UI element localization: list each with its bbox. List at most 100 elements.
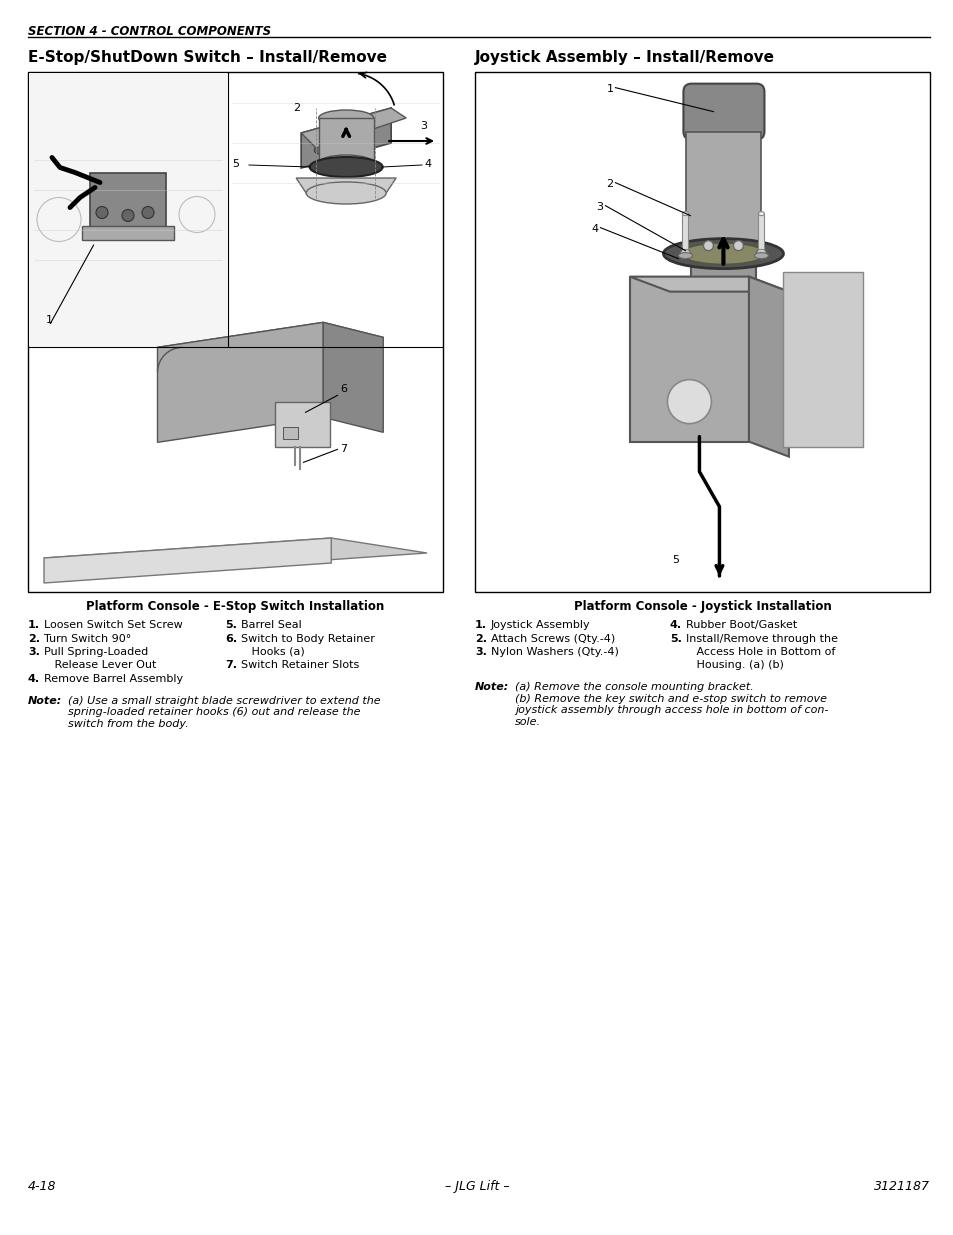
Ellipse shape [680, 242, 765, 264]
Text: Joystick Assembly: Joystick Assembly [491, 620, 590, 630]
Circle shape [756, 248, 765, 258]
Text: 7: 7 [340, 445, 347, 454]
Text: – JLG Lift –: – JLG Lift – [444, 1179, 509, 1193]
Bar [283, 427, 298, 440]
Text: 2: 2 [606, 179, 613, 189]
Text: 2.: 2. [28, 634, 40, 643]
Circle shape [679, 248, 690, 258]
Text: 4.: 4. [28, 674, 40, 684]
Text: 5: 5 [232, 159, 239, 169]
Text: Attach Screws (Qty.-4): Attach Screws (Qty.-4) [491, 634, 615, 643]
Polygon shape [629, 277, 788, 291]
Text: 1.: 1. [28, 620, 40, 630]
Bar [782, 272, 862, 447]
Text: (a) Remove the console mounting bracket.
(b) Remove the key switch and e-stop sw: (a) Remove the console mounting bracket.… [515, 682, 827, 727]
Text: 4.: 4. [669, 620, 681, 630]
Ellipse shape [754, 253, 767, 258]
Text: Turn Switch 90°: Turn Switch 90° [44, 634, 132, 643]
Bar [319, 119, 374, 163]
Text: Joystick Assembly – Install/Remove: Joystick Assembly – Install/Remove [475, 49, 774, 65]
Text: Install/Remove through the: Install/Remove through the [685, 634, 837, 643]
Bar [28, 72, 442, 592]
FancyBboxPatch shape [682, 84, 763, 140]
Ellipse shape [318, 156, 374, 170]
Text: Housing. (a) (b): Housing. (a) (b) [685, 661, 783, 671]
Text: Platform Console - Joystick Installation: Platform Console - Joystick Installation [573, 600, 830, 613]
Bar [686, 132, 760, 252]
Ellipse shape [341, 142, 351, 149]
Ellipse shape [685, 242, 760, 261]
Text: Hooks (a): Hooks (a) [241, 647, 304, 657]
Text: 5.: 5. [669, 634, 681, 643]
Text: 3121187: 3121187 [873, 1179, 929, 1193]
Text: 3.: 3. [28, 647, 40, 657]
Text: E-Stop/ShutDown Switch – Install/Remove: E-Stop/ShutDown Switch – Install/Remove [28, 49, 387, 65]
Polygon shape [157, 322, 323, 442]
Text: Nylon Washers (Qty.-4): Nylon Washers (Qty.-4) [491, 647, 618, 657]
Text: Access Hole in Bottom of: Access Hole in Bottom of [685, 647, 835, 657]
Ellipse shape [363, 138, 374, 146]
Text: Note:: Note: [28, 695, 62, 705]
Text: 1.: 1. [475, 620, 486, 630]
Text: Loosen Switch Set Screw: Loosen Switch Set Screw [44, 620, 183, 630]
Bar [758, 214, 763, 248]
Bar [629, 277, 748, 442]
Bar [275, 403, 330, 447]
Text: 2.: 2. [475, 634, 486, 643]
Ellipse shape [758, 211, 763, 216]
Text: Rubber Boot/Gasket: Rubber Boot/Gasket [685, 620, 797, 630]
Ellipse shape [318, 110, 374, 126]
Bar [691, 101, 756, 282]
Polygon shape [301, 107, 391, 168]
Text: 4: 4 [591, 224, 598, 233]
Ellipse shape [662, 238, 782, 269]
Bar [82, 226, 173, 240]
Text: 7.: 7. [225, 661, 236, 671]
Text: (a) Use a small straight blade screwdriver to extend the
spring-loaded retainer : (a) Use a small straight blade screwdriv… [68, 695, 380, 729]
Text: 3: 3 [420, 121, 427, 131]
Text: 1: 1 [46, 315, 52, 325]
Text: 4-18: 4-18 [28, 1179, 56, 1193]
Text: Barrel Seal: Barrel Seal [241, 620, 301, 630]
Circle shape [142, 206, 153, 219]
Text: Remove Barrel Assembly: Remove Barrel Assembly [44, 674, 183, 684]
Polygon shape [295, 178, 395, 193]
Polygon shape [157, 322, 383, 362]
Ellipse shape [681, 211, 688, 216]
Ellipse shape [314, 146, 324, 154]
Text: 5: 5 [672, 555, 679, 564]
Text: 4: 4 [423, 159, 431, 169]
Ellipse shape [678, 253, 692, 258]
Circle shape [667, 379, 711, 424]
Bar [681, 214, 688, 248]
Text: 5.: 5. [225, 620, 236, 630]
Text: Platform Console - E-Stop Switch Installation: Platform Console - E-Stop Switch Install… [87, 600, 384, 613]
Text: 3.: 3. [475, 647, 486, 657]
Text: Note:: Note: [475, 682, 509, 692]
Polygon shape [44, 538, 331, 583]
Bar [29, 73, 227, 346]
Text: 2: 2 [293, 103, 299, 112]
Circle shape [733, 241, 742, 251]
Text: Pull Spring-Loaded: Pull Spring-Loaded [44, 647, 148, 657]
Text: Release Lever Out: Release Lever Out [44, 661, 156, 671]
Circle shape [702, 241, 713, 251]
Polygon shape [44, 538, 427, 573]
Ellipse shape [306, 182, 386, 204]
Circle shape [96, 206, 108, 219]
Polygon shape [748, 277, 788, 457]
Bar [90, 173, 166, 227]
Text: SECTION 4 - CONTROL COMPONENTS: SECTION 4 - CONTROL COMPONENTS [28, 25, 271, 38]
Text: Switch Retainer Slots: Switch Retainer Slots [241, 661, 359, 671]
Text: 1: 1 [606, 84, 613, 94]
Polygon shape [301, 107, 406, 148]
Ellipse shape [690, 86, 755, 116]
Bar [475, 72, 929, 592]
Text: 6.: 6. [225, 634, 237, 643]
Text: 6: 6 [340, 384, 347, 394]
Text: Switch to Body Retainer: Switch to Body Retainer [241, 634, 375, 643]
Text: 3: 3 [596, 201, 603, 211]
Ellipse shape [310, 157, 382, 177]
Polygon shape [323, 322, 383, 432]
Circle shape [122, 210, 133, 221]
